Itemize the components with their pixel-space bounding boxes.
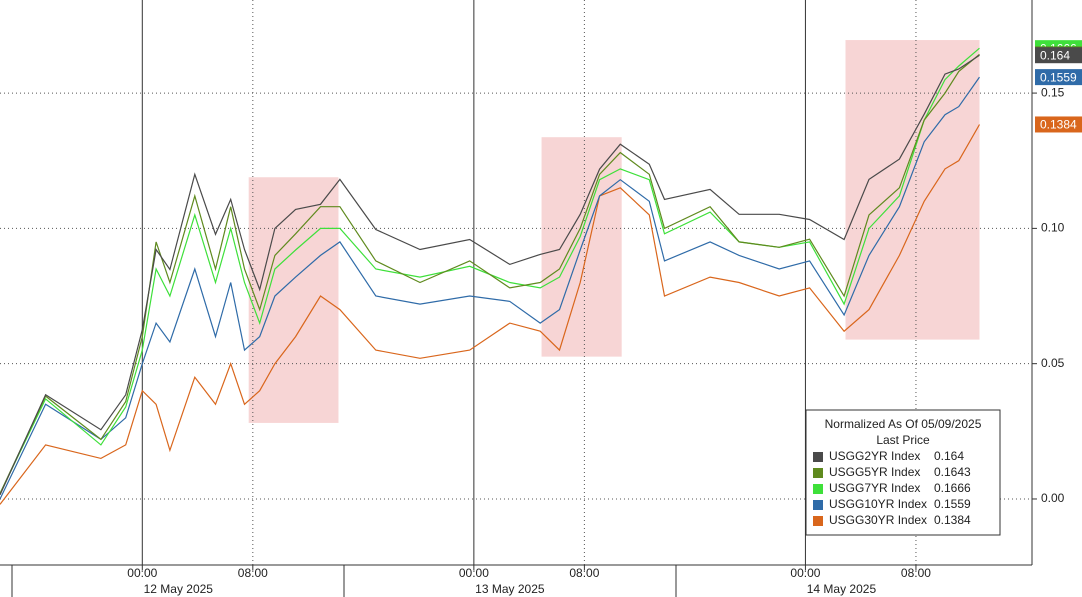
x-tick-label: 08:00	[569, 566, 599, 580]
x-tick-label: 08:00	[238, 566, 268, 580]
line-layer	[0, 47, 981, 505]
x-tick-label: 08:00	[901, 566, 931, 580]
legend-value: 0.1666	[934, 481, 971, 495]
legend-value: 0.1384	[934, 513, 971, 527]
legend-box	[805, 409, 1001, 536]
axis-layer: 0.00 0.05 0.10 0.15 00:00 08:00 00:00 08:00 00:0…	[127, 85, 1064, 596]
series-line	[0, 53, 980, 494]
legend-subtitle: Last Price	[876, 433, 930, 447]
legend-label: USGG2YR Index	[829, 449, 920, 463]
y-tick-label: 0.00	[1041, 491, 1065, 505]
x-tick-label: 00:00	[459, 566, 489, 580]
highlight-region	[845, 40, 980, 340]
price-tag	[1035, 47, 1082, 64]
legend-value: 0.164	[934, 449, 964, 463]
legend-swatch	[813, 516, 823, 526]
series-line	[0, 76, 980, 500]
date-label: 12 May 2025	[144, 582, 214, 596]
x-tick-label: 00:00	[790, 566, 820, 580]
legend-value: 0.1643	[934, 465, 971, 479]
legend-value: 0.1559	[934, 497, 971, 511]
price-tag-label: 0.164	[1040, 48, 1070, 62]
legend-swatch	[813, 468, 823, 478]
highlight-region	[248, 177, 339, 423]
price-tag	[1035, 69, 1082, 86]
series-line	[0, 54, 980, 496]
legend: Normalized As Of 05/09/2025 Last Price U…	[805, 409, 1001, 536]
legend-title: Normalized As Of 05/09/2025	[825, 417, 982, 431]
legend-label: USGG7YR Index	[829, 481, 920, 495]
legend-swatch	[813, 500, 823, 510]
price-tag	[1035, 116, 1082, 133]
series-line	[0, 124, 981, 505]
y-tick-label: 0.15	[1041, 85, 1065, 99]
date-label: 14 May 2025	[807, 582, 877, 596]
legend-swatch	[813, 452, 823, 462]
y-tick-label: 0.10	[1041, 221, 1065, 235]
legend-label: USGG10YR Index	[829, 497, 927, 511]
date-label: 13 May 2025	[475, 582, 545, 596]
legend-label: USGG5YR Index	[829, 465, 920, 479]
y-tick-label: 0.05	[1041, 356, 1065, 370]
highlight-layer	[248, 40, 980, 423]
legend-swatch	[813, 484, 823, 494]
price-tag-label: 0.1559	[1040, 70, 1077, 84]
x-tick-label: 00:00	[127, 566, 157, 580]
legend-label: USGG30YR Index	[829, 513, 927, 527]
price-tag-label: 0.1384	[1040, 118, 1077, 132]
